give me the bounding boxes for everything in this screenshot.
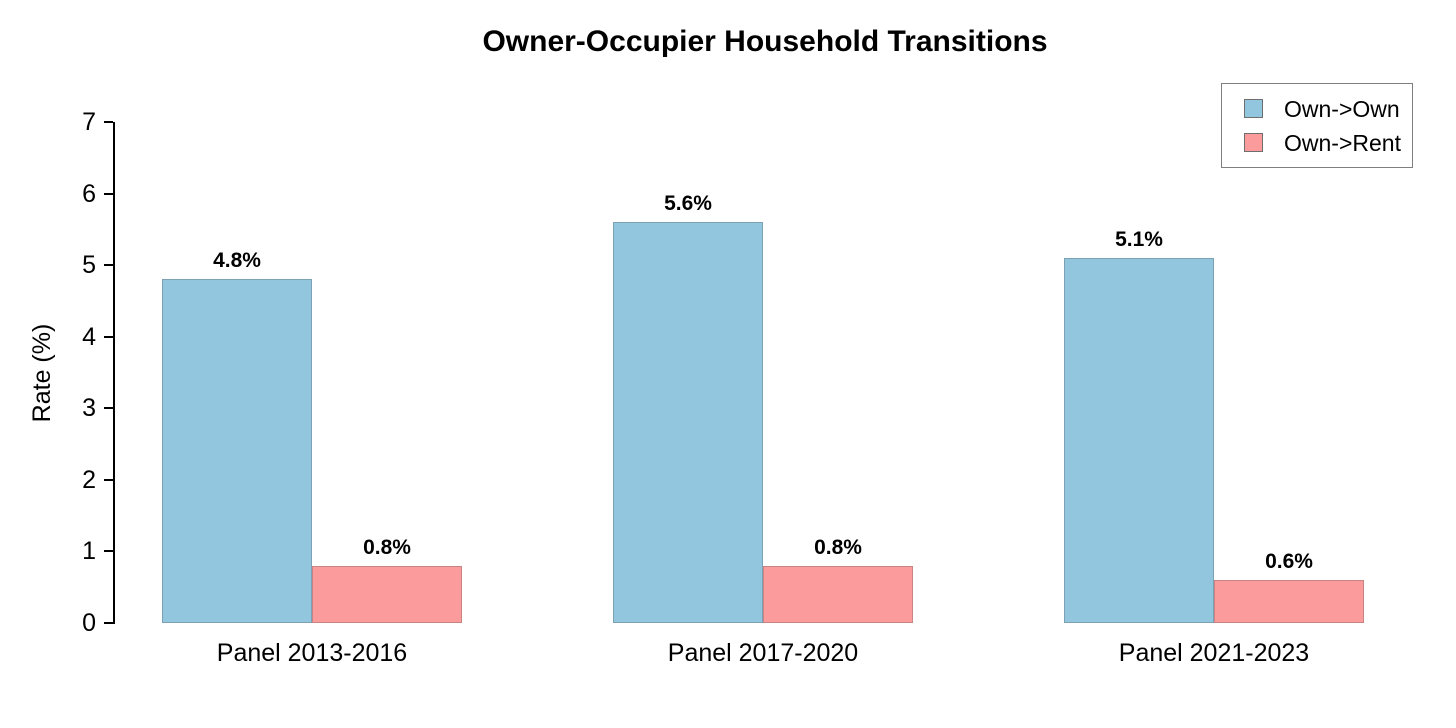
y-tick-label: 0 — [82, 609, 96, 637]
y-tick-mark — [104, 264, 113, 267]
y-tick-mark — [104, 335, 113, 338]
bar-own-own — [1064, 257, 1214, 623]
legend-item-own-own: Own->Own — [1244, 95, 1412, 123]
y-tick-mark — [104, 550, 113, 553]
category-label: Panel 2021-2023 — [1118, 639, 1310, 667]
bar-value-label: 4.8% — [213, 249, 261, 273]
y-tick-label: 4 — [82, 322, 96, 351]
category-label: Panel 2017-2020 — [667, 639, 859, 667]
y-tick-label: 6 — [82, 179, 96, 208]
y-tick-label: 2 — [82, 465, 96, 494]
bar-own-rent — [763, 565, 913, 623]
y-tick-label: 1 — [82, 537, 96, 566]
bar-own-rent — [1214, 580, 1364, 623]
y-tick-label: 5 — [82, 251, 96, 280]
y-tick-mark — [104, 407, 113, 410]
bar-value-label: 0.8% — [814, 535, 862, 559]
y-axis-line — [113, 122, 115, 624]
chart-title: Owner-Occupier Household Transitions — [482, 25, 1048, 58]
legend-label-own-own: Own->Own — [1284, 95, 1400, 122]
bar-own-rent — [312, 565, 462, 623]
y-tick-mark — [104, 622, 113, 624]
y-tick-label: 3 — [82, 394, 96, 423]
bar-own-own — [162, 279, 312, 623]
bar-value-label: 5.1% — [1115, 227, 1163, 251]
bar-own-own — [613, 222, 763, 623]
legend-item-own-rent: Own->Rent — [1244, 129, 1412, 157]
y-tick-mark — [104, 121, 113, 123]
legend-label-own-rent: Own->Rent — [1284, 129, 1401, 156]
y-tick-mark — [104, 192, 113, 195]
legend: Own->Own Own->Rent — [1221, 83, 1413, 168]
y-tick-label: 7 — [82, 108, 96, 136]
category-label: Panel 2013-2016 — [216, 639, 408, 667]
legend-swatch-own-rent — [1244, 133, 1263, 152]
legend-swatch-own-own — [1244, 99, 1263, 118]
bar-value-label: 0.6% — [1265, 550, 1313, 574]
bar-value-label: 0.8% — [363, 535, 411, 559]
bar-value-label: 5.6% — [664, 192, 712, 216]
y-tick-mark — [104, 478, 113, 481]
